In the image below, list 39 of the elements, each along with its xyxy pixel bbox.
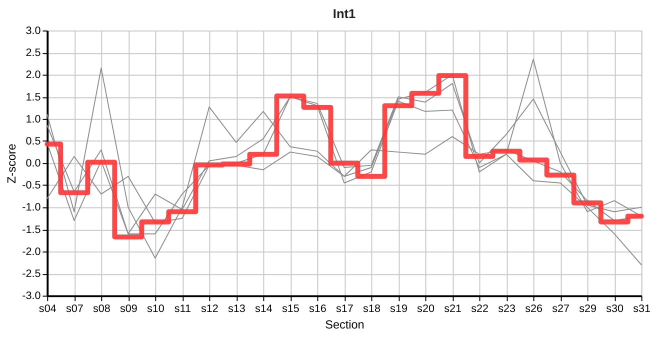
y-tick-label: -1.5	[22, 224, 41, 236]
y-tick-label: 0.0	[26, 158, 41, 170]
x-tick-label: s27	[552, 302, 570, 315]
y-tick-label: -0.5	[22, 180, 41, 192]
x-tick-label: s13	[228, 302, 246, 315]
y-tick-label: 2.5	[26, 47, 41, 60]
x-tick-label: s10	[146, 302, 164, 315]
x-tick-label: s16	[309, 302, 326, 315]
x-tick-label: s17	[336, 302, 354, 315]
x-tick-label: s21	[444, 302, 462, 315]
x-tick-label: s18	[363, 302, 380, 315]
y-tick-label: -3.0	[22, 290, 41, 302]
x-tick-label: s22	[471, 302, 488, 315]
x-tick-label: s30	[606, 302, 624, 315]
x-tick-label: s26	[525, 302, 543, 315]
x-tick-label: s15	[282, 302, 300, 315]
x-tick-label: s11	[174, 302, 191, 315]
x-tick-label: s23	[498, 302, 516, 315]
x-tick-label: s31	[633, 302, 651, 315]
y-tick-label: 0.5	[26, 135, 41, 148]
x-tick-label: s20	[417, 302, 434, 315]
x-tick-label: s09	[120, 302, 138, 315]
y-tick-label: 3.0	[26, 24, 41, 37]
x-tick-label: s04	[38, 302, 56, 315]
y-tick-label: 1.5	[26, 91, 41, 104]
y-tick-label: -2.5	[22, 268, 41, 280]
y-axis-title: Z-score	[5, 143, 18, 184]
x-tick-label: s12	[200, 302, 218, 315]
y-tick-label: 1.0	[26, 113, 41, 126]
x-tick-label: s19	[390, 302, 408, 315]
x-tick-label: s29	[579, 302, 597, 315]
x-tick-label: s07	[66, 302, 84, 315]
chart-title: Int1	[332, 6, 356, 21]
x-axis-title: Section	[325, 318, 364, 332]
x-tick-label: s14	[254, 302, 272, 315]
x-tick-label: s08	[92, 302, 110, 315]
y-tick-label: 2.0	[26, 69, 41, 82]
y-tick-label: -2.0	[22, 246, 41, 258]
y-tick-label: -1.0	[22, 202, 41, 214]
